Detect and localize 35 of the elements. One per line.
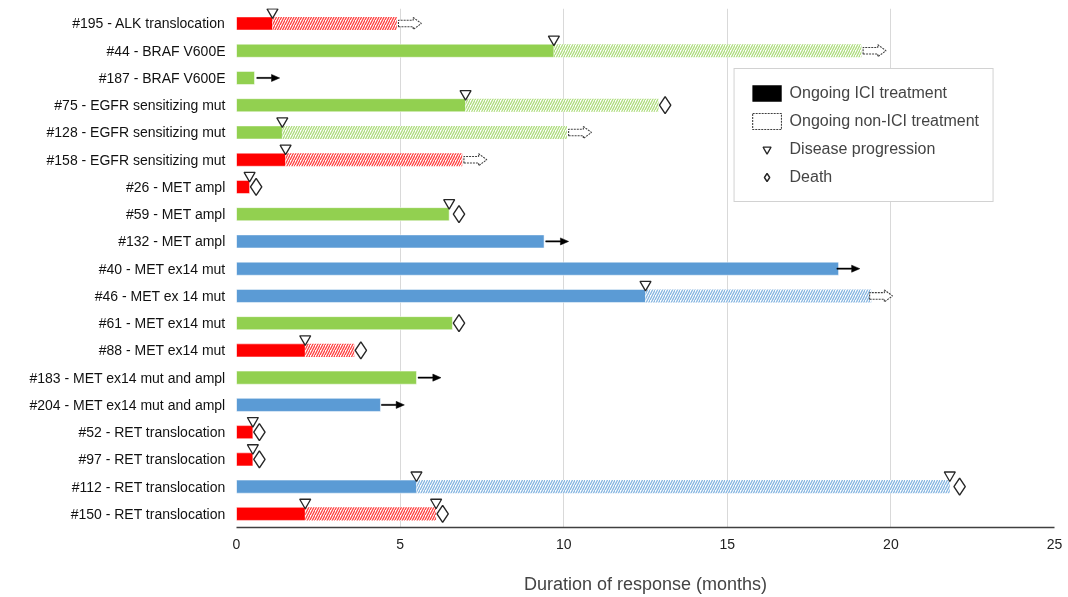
legend-label: Ongoing non-ICI treatment (789, 112, 979, 130)
bar (236, 71, 255, 85)
bar (236, 398, 381, 412)
y-tick-label: #132 - MET ampl (118, 233, 226, 250)
y-tick-label: #26 - MET ampl (125, 178, 226, 195)
y-tick-label: #88 - MET ex14 mut (98, 342, 226, 359)
bar (236, 261, 839, 276)
bar (236, 370, 417, 385)
y-tick-label: #46 - MET ex 14 mut (94, 287, 226, 304)
y-tick-label: #52 - RET translocation (78, 424, 226, 441)
x-axis-title: Duration of response (months) (523, 573, 768, 594)
y-tick-label: #97 - RET translocation (78, 451, 226, 468)
bar (236, 234, 545, 249)
x-tick-label: 25 (1046, 535, 1063, 552)
y-tick-label: #204 - MET ex14 mut and ampl (29, 396, 226, 413)
y-tick-label: #195 - ALK translocation (72, 15, 225, 32)
y-tick-label: #183 - MET ex14 mut and ampl (29, 369, 226, 386)
x-tick-label: 10 (555, 535, 572, 552)
y-tick-label: #75 - EGFR sensitizing mut (54, 97, 226, 114)
y-tick-label: #187 - BRAF V600E (98, 69, 226, 86)
y-tick-label: #128 - EGFR sensitizing mut (46, 124, 226, 141)
y-tick-label: #112 - RET translocation (71, 478, 226, 495)
y-tick-label: #150 - RET translocation (70, 505, 226, 522)
y-tick-label: #40 - MET ex14 mut (98, 260, 226, 277)
y-tick-label: #158 - EGFR sensitizing mut (46, 151, 226, 168)
x-tick-label: 0 (232, 535, 241, 552)
y-tick-label: #61 - MET ex14 mut (98, 315, 226, 332)
x-tick-label: 5 (396, 535, 405, 552)
y-tick-label: #59 - MET ampl (125, 206, 226, 223)
x-tick-label: 15 (719, 535, 736, 552)
y-tick-label: #44 - BRAF V600E (106, 42, 226, 59)
legend-label: Death (789, 168, 833, 186)
legend-label: Disease progression (789, 140, 936, 158)
legend-label: Ongoing ICI treatment (789, 84, 947, 102)
x-tick-label: 20 (883, 535, 899, 552)
